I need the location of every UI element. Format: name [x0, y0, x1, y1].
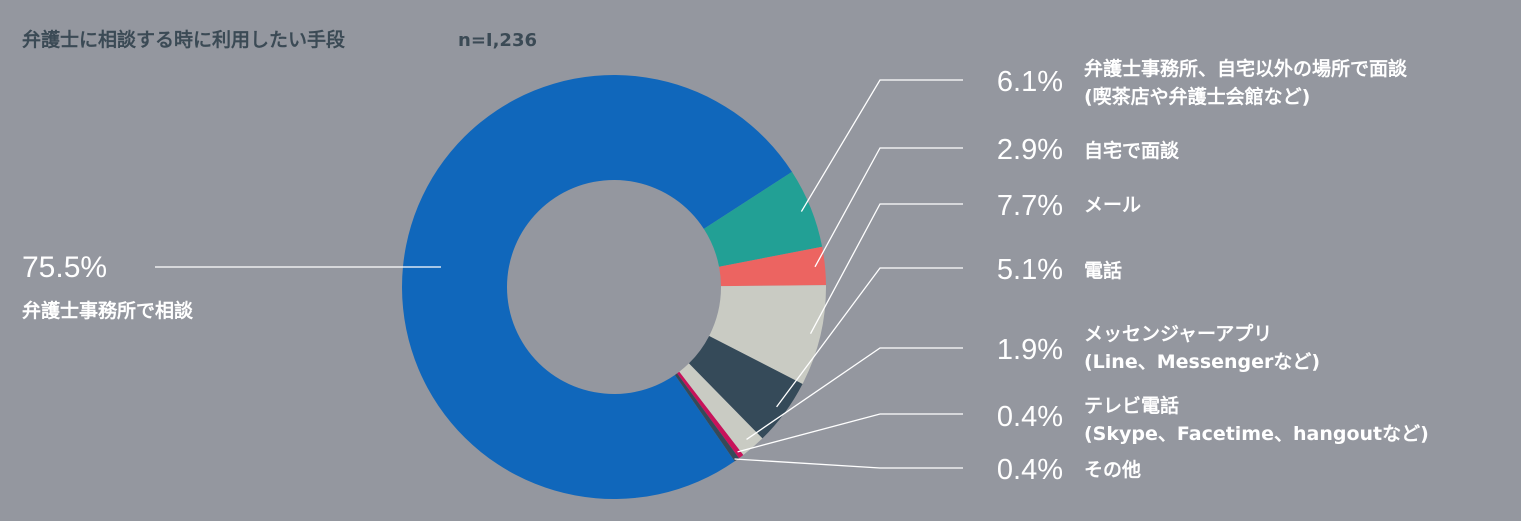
category-label-0: 弁護士事務所で相談: [22, 299, 194, 322]
leader-line-1: [800, 79, 963, 212]
leader-line-4: [776, 267, 963, 408]
donut-slice-5: [679, 363, 763, 456]
slice-labels: 75.5% 弁護士事務所で相談 6.1% 弁護士事務所、自宅以外の場所で面談 (喫茶店や…: [22, 57, 1429, 486]
value-label-3: 7.7%: [997, 190, 1063, 222]
donut-slice-7: [674, 373, 740, 462]
category-label-1-line-1: (喫茶店や弁護士会館など): [1084, 85, 1310, 108]
category-label-5-line-0: メッセンジャーアプリ: [1084, 322, 1272, 345]
category-label-2-line-0: 自宅で面談: [1084, 139, 1180, 162]
value-label-6: 0.4%: [997, 401, 1063, 433]
donut-slice-2: [719, 246, 826, 287]
category-label-6-line-1: (Skype、Facetime、hangoutなど): [1084, 423, 1429, 445]
value-label-2: 2.9%: [997, 134, 1063, 166]
value-label-5: 1.9%: [997, 334, 1063, 366]
category-label-7-line-0: その他: [1084, 458, 1141, 481]
leader-lines: [155, 79, 963, 469]
leader-line-7: [734, 458, 963, 469]
leader-line-2: [814, 147, 963, 268]
leader-line-6: [737, 413, 963, 453]
category-label-1-line-0: 弁護士事務所、自宅以外の場所で面談: [1084, 57, 1408, 80]
category-label-5-line-1: (Line、Messengerなど): [1084, 351, 1320, 373]
chart-title: 弁護士に相談する時に利用したい手段: [22, 28, 346, 51]
leader-line-3: [809, 203, 963, 334]
donut-slice-3: [709, 285, 826, 384]
donut-slice-6: [677, 371, 744, 459]
donut-slice-4: [688, 335, 803, 439]
category-label-6-line-0: テレビ電話: [1084, 394, 1179, 417]
donut-slice-0: [401, 75, 792, 499]
sample-size-note: n=I,236: [458, 30, 537, 51]
value-label-4: 5.1%: [997, 254, 1063, 286]
category-label-3-line-0: メール: [1084, 194, 1141, 216]
value-label-1: 6.1%: [997, 66, 1063, 98]
category-label-4-line-0: 電話: [1084, 259, 1122, 282]
value-label-7: 0.4%: [997, 454, 1063, 486]
donut-slice-1: [703, 171, 823, 267]
leader-line-5: [746, 347, 963, 440]
donut-slices: [401, 75, 826, 499]
value-label-0: 75.5%: [22, 251, 107, 284]
